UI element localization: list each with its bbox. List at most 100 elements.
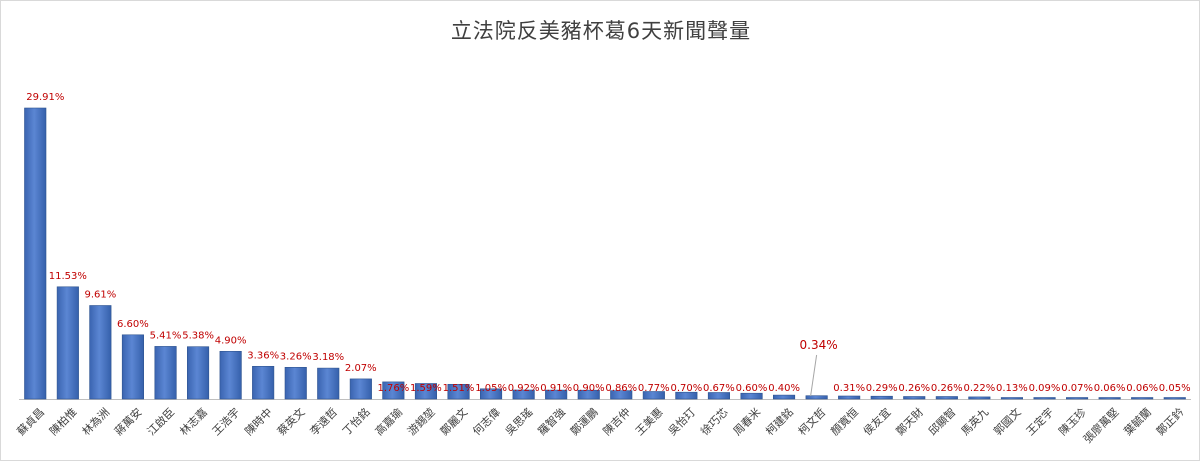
bar	[772, 394, 796, 400]
bar	[89, 305, 112, 400]
category-label: 周春米	[731, 406, 764, 439]
bar	[187, 346, 210, 400]
bar	[154, 346, 177, 400]
bar	[1131, 397, 1154, 400]
data-label: 0.07%	[1061, 383, 1093, 394]
data-label: 0.40%	[768, 383, 800, 394]
category-label: 柯建銘	[763, 405, 796, 438]
data-label: 0.92%	[508, 383, 540, 394]
category-label: 蔡英文	[274, 405, 307, 438]
data-label: 1.76%	[378, 383, 410, 394]
data-label: 0.26%	[898, 383, 930, 394]
data-label: 3.26%	[280, 351, 312, 362]
data-label: 11.53%	[49, 271, 87, 282]
bar	[56, 286, 79, 400]
bar	[317, 367, 340, 400]
data-label: 0.31%	[833, 383, 865, 394]
bar	[903, 396, 926, 400]
category-label: 陳時中	[242, 406, 275, 439]
bar	[284, 366, 307, 400]
category-label: 鄭天財	[893, 405, 926, 438]
category-label: 羅智強	[535, 405, 568, 438]
category-label: 王浩宇	[210, 406, 243, 439]
category-label: 王定宇	[1023, 405, 1056, 438]
bar	[447, 383, 470, 400]
bar	[252, 365, 275, 400]
data-label: 0.09%	[1029, 383, 1061, 394]
category-label: 柯文哲	[795, 405, 828, 438]
data-labels-layer: 29.91% 11.53% 9.61% 6.60%5.41% 5.38% 4.90%3.3…	[26, 92, 1191, 397]
category-label: 顏寬恒	[828, 405, 861, 438]
bar	[1098, 397, 1121, 400]
bar	[24, 107, 47, 400]
bar	[610, 390, 633, 400]
data-label: 0.06%	[1126, 383, 1158, 394]
bar	[838, 395, 861, 400]
data-label: 29.91%	[26, 92, 64, 103]
bar	[349, 378, 372, 400]
category-label: 吳思瑤	[503, 406, 536, 439]
category-label: 陳吉仲	[600, 405, 633, 438]
data-label: 3.36%	[247, 350, 279, 361]
category-label: 鄭正鈐	[1153, 405, 1186, 438]
bar	[805, 395, 828, 400]
data-label: 0.86%	[605, 383, 637, 394]
category-label: 郭國文	[990, 405, 1023, 438]
data-label: 0.91%	[540, 383, 572, 394]
category-label: 陳柏惟	[46, 405, 79, 438]
category-label: 林為洲	[79, 405, 112, 438]
category-label: 徐巧芯	[697, 405, 730, 438]
bars-layer	[24, 107, 1186, 400]
data-label: 0.70%	[671, 383, 703, 394]
bar	[642, 391, 665, 400]
data-label: 1.59%	[410, 383, 442, 394]
data-label: 0.77%	[638, 383, 670, 394]
bar	[577, 389, 600, 400]
category-label: 侯友宜	[860, 405, 893, 438]
bar	[1163, 397, 1186, 400]
bar	[1066, 397, 1089, 400]
data-label: 0.06%	[1094, 383, 1126, 394]
bar	[382, 381, 405, 400]
category-label: 李遠哲	[307, 405, 340, 438]
bar	[870, 395, 893, 400]
bar	[479, 388, 503, 400]
bar	[707, 392, 731, 400]
category-label: 何志偉	[470, 406, 503, 439]
data-label: 0.67%	[703, 383, 735, 394]
data-label: 0.29%	[866, 383, 898, 394]
data-label: 6.60%	[117, 319, 149, 330]
category-label: 葉毓蘭	[1121, 405, 1154, 438]
data-label: 0.05%	[1159, 383, 1191, 394]
category-label: 王美惠	[632, 405, 665, 438]
category-label: 蔣萬安	[111, 405, 144, 438]
category-label: 游錫堃	[404, 405, 437, 438]
bar	[740, 392, 763, 400]
category-label: 江啟臣	[144, 405, 177, 438]
bar	[1033, 397, 1056, 400]
category-label: 林志嘉	[177, 405, 210, 438]
data-label: 1.05%	[475, 383, 507, 394]
data-label: 0.26%	[931, 383, 963, 394]
data-label: 5.41%	[150, 330, 182, 341]
category-label: 丁怡銘	[339, 405, 372, 438]
data-label: 5.38%	[182, 331, 214, 342]
data-label: 3.18%	[312, 352, 344, 363]
label-leader-line	[810, 354, 818, 397]
category-label: 吳怡玎	[665, 405, 698, 438]
data-label: 0.22%	[964, 383, 996, 394]
data-label: 0.60%	[736, 383, 768, 394]
category-label: 高嘉瑜	[372, 405, 405, 438]
category-label: 鄭運鵬	[567, 405, 600, 438]
bar	[935, 396, 958, 400]
bar	[968, 396, 991, 400]
category-label: 蘇貞昌	[15, 406, 48, 439]
bar	[414, 383, 438, 400]
category-labels-layer: 蘇貞昌 陳柏惟 林為洲 蔣萬安 江啟臣 林志嘉 王浩宇 陳時中 蔡英文 李遠哲 丁怡銘 高嘉瑜 游錫堃 鄭…	[15, 405, 1187, 446]
category-label: 馬英九	[958, 405, 991, 438]
bar	[675, 391, 698, 400]
category-label: 邱顯智	[925, 405, 958, 438]
data-label: 2.07%	[345, 363, 377, 374]
